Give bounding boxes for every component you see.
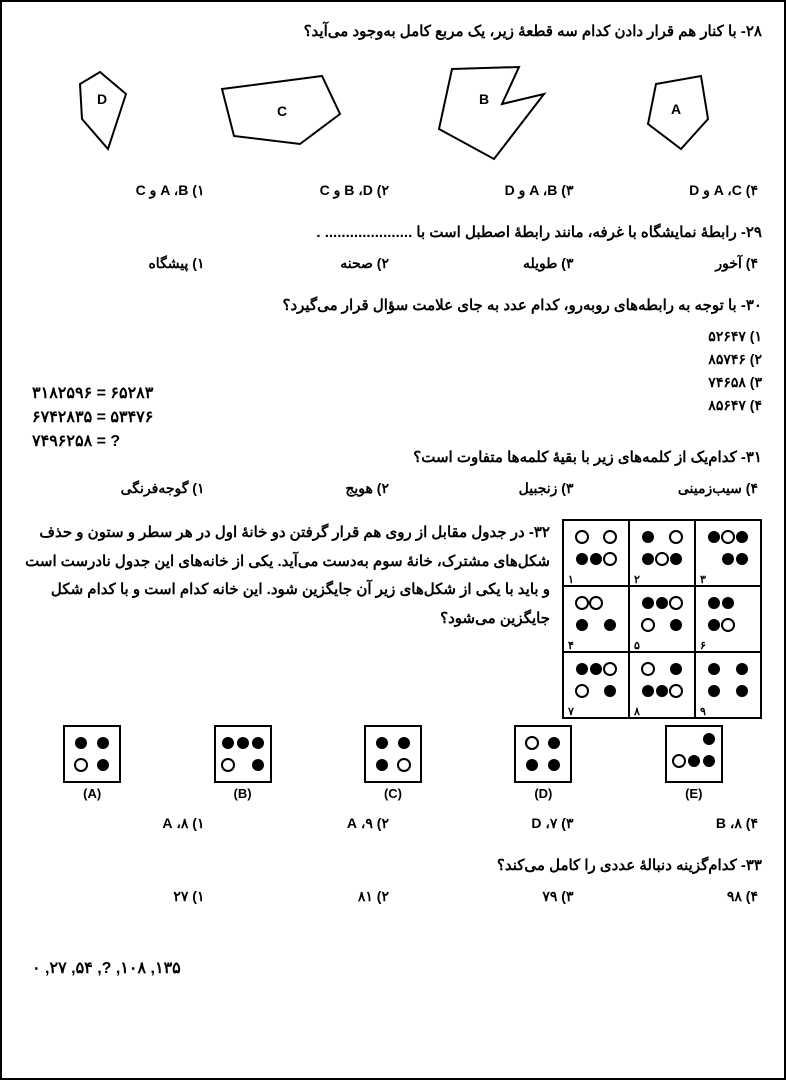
exam-page: ۲۸- با کنار هم قرار دادن کدام سه قطعهٔ ز… xyxy=(0,0,786,1080)
q33-opt1: ۱) ۲۷ xyxy=(24,888,209,905)
q29-opt2: ۲) صحنه xyxy=(209,255,394,272)
q29-options: ۱) پیشگاه ۲) صحنه ۳) طویله ۴) آخور xyxy=(24,255,762,272)
q32-opt3: ۳) ۷، D xyxy=(393,815,578,832)
q28-shapes: D C B A xyxy=(24,54,762,174)
choice-c: (C) xyxy=(364,725,422,801)
q32-opt4: ۴) ۸، B xyxy=(578,815,763,832)
q29-opt3: ۳) طویله xyxy=(393,255,578,272)
q30-opt1: ۱) ۵۲۶۴۷ xyxy=(24,328,762,345)
q32-choices: (A) (B) (C) (D xyxy=(24,725,762,801)
q31-options: ۱) گوجه‌فرنگی ۲) هویج ۳) زنجبیل ۴) سیب‌ز… xyxy=(24,480,762,497)
q31-opt3: ۳) زنجبیل xyxy=(393,480,578,497)
q33-opt4: ۴) ۹۸ xyxy=(578,888,763,905)
q30-opt2: ۲) ۸۵۷۴۶ xyxy=(24,351,762,368)
cell-num-2: ۲ xyxy=(634,574,640,586)
q32-opt1: ۱) ۸، A xyxy=(24,815,209,832)
shape-a: A xyxy=(636,64,726,164)
cell-num-1: ۱ xyxy=(568,574,574,586)
choice-a: (A) xyxy=(63,725,121,801)
q32-grid: ۱ ۲ ۳ ۴ ۵ ۶ ۷ ۸ ۹ xyxy=(562,519,762,719)
q33-text: ۳۳- کدام‌گزینه دنبالهٔ عددی را کامل می‌ک… xyxy=(24,854,762,878)
q28-opt4: ۴) A ،C و D xyxy=(578,182,763,199)
q28-opt3: ۳) A ،B و D xyxy=(393,182,578,199)
choice-e: (E) xyxy=(665,725,723,801)
q30-eq2: ۶۷۴۲۸۳۵ = ۵۳۴۷۶ xyxy=(32,406,153,430)
shape-c-label: C xyxy=(277,103,287,119)
q29-opt1: ۱) پیشگاه xyxy=(24,255,209,272)
question-33: ۳۳- کدام‌گزینه دنبالهٔ عددی را کامل می‌ک… xyxy=(24,854,762,905)
q28-opt2: ۲) B ،D و C xyxy=(209,182,394,199)
q31-opt2: ۲) هویج xyxy=(209,480,394,497)
cell-num-6: ۶ xyxy=(700,640,706,652)
choice-a-label: (A) xyxy=(63,786,121,801)
q31-opt1: ۱) گوجه‌فرنگی xyxy=(24,480,209,497)
q29-opt4: ۴) آخور xyxy=(578,255,763,272)
q30-text: ۳۰- با توجه به رابطه‌های روبه‌رو، کدام ع… xyxy=(24,294,762,318)
q28-options: ۱) A ،B و C ۲) B ،D و C ۳) A ،B و D ۴) A… xyxy=(24,182,762,199)
cell-num-7: ۷ xyxy=(567,706,574,718)
shape-b-label: B xyxy=(479,91,489,107)
q33-opt3: ۳) ۷۹ xyxy=(393,888,578,905)
shape-b: B xyxy=(424,59,564,169)
question-28: ۲۸- با کنار هم قرار دادن کدام سه قطعهٔ ز… xyxy=(24,20,762,199)
question-29: ۲۹- رابطهٔ نمایشگاه با غرفه، مانند رابطه… xyxy=(24,221,762,272)
q30-eq3: ۷۴۹۶۲۵۸ = ? xyxy=(32,430,153,454)
shape-c: C xyxy=(212,64,352,164)
q29-text: ۲۹- رابطهٔ نمایشگاه با غرفه، مانند رابطه… xyxy=(24,221,762,245)
shape-d: D xyxy=(60,64,140,164)
q30-equations: ۳۱۸۲۵۹۶ = ۶۵۲۸۳ ۶۷۴۲۸۳۵ = ۵۳۴۷۶ ۷۴۹۶۲۵۸ … xyxy=(32,382,153,454)
q28-text: ۲۸- با کنار هم قرار دادن کدام سه قطعهٔ ز… xyxy=(24,20,762,44)
q30-eq1: ۳۱۸۲۵۹۶ = ۶۵۲۸۳ xyxy=(32,382,153,406)
q32-options: ۱) ۸، A ۲) ۹، A ۳) ۷، D ۴) ۸، B xyxy=(24,815,762,832)
shape-a-label: A xyxy=(671,101,681,117)
q31-opt4: ۴) سیب‌زمینی xyxy=(578,480,763,497)
q33-options: ۱) ۲۷ ۲) ۸۱ ۳) ۷۹ ۴) ۹۸ xyxy=(24,888,762,905)
q32-opt2: ۲) ۹، A xyxy=(209,815,394,832)
q32-text: ۳۲- در جدول مقابل از روی هم قرار گرفتن د… xyxy=(24,519,550,633)
cell-num-3: ۳ xyxy=(700,574,706,586)
cell-num-9: ۹ xyxy=(700,706,706,718)
cell-num-5: ۵ xyxy=(634,640,640,652)
cell-num-4: ۴ xyxy=(568,640,574,652)
choice-d: (D) xyxy=(514,725,572,801)
choice-b: (B) xyxy=(214,725,272,801)
choice-e-label: (E) xyxy=(665,786,723,801)
q28-opt1: ۱) A ،B و C xyxy=(24,182,209,199)
shape-d-label: D xyxy=(97,91,107,107)
question-32: ۳۲- در جدول مقابل از روی هم قرار گرفتن د… xyxy=(24,519,762,832)
q33-opt2: ۲) ۸۱ xyxy=(209,888,394,905)
q33-sequence: ۰ ,۲۷ ,۵۴ ,? ,۱۰۸ ,۱۳۵ xyxy=(32,958,181,978)
cell-num-8: ۸ xyxy=(633,706,640,718)
choice-c-label: (C) xyxy=(364,786,422,801)
choice-b-label: (B) xyxy=(214,786,272,801)
choice-d-label: (D) xyxy=(514,786,572,801)
